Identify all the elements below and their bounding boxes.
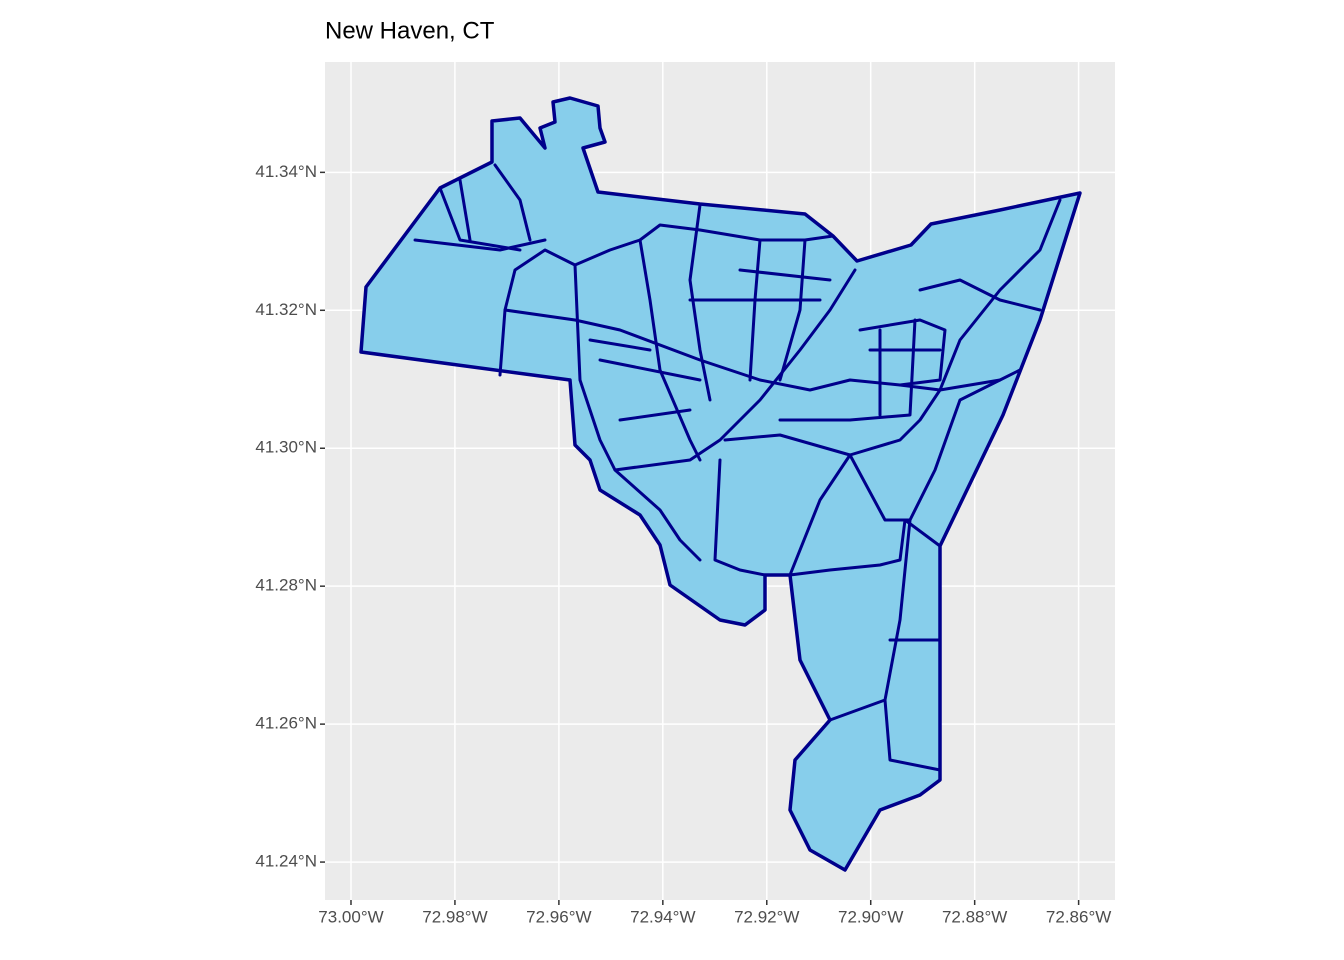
- x-tick-label: 73.00°W: [318, 907, 383, 926]
- tract-boundary: [848, 378, 1002, 522]
- x-tick-label: 72.86°W: [1046, 907, 1111, 926]
- tract-boundary: [723, 198, 1062, 457]
- axes: 73.00°W 72.98°W 72.96°W 72.94°W 72.92°W 72.90…: [255, 162, 1111, 927]
- city-outline: [359, 96, 1082, 872]
- y-tick-label: 41.34°N: [255, 162, 317, 181]
- tract-boundary: [613, 468, 702, 562]
- chart-title: New Haven, CT: [325, 17, 495, 44]
- x-tick-label: 72.92°W: [734, 907, 799, 926]
- y-tick-label: 41.24°N: [255, 852, 317, 871]
- tract-boundary: [828, 518, 942, 772]
- tract-boundary: [848, 278, 1042, 422]
- y-tick-label: 41.26°N: [255, 714, 317, 733]
- tract-boundary: [638, 203, 807, 462]
- x-tick-label: 72.88°W: [942, 907, 1007, 926]
- tract-boundary: [588, 268, 852, 422]
- map: [359, 96, 1082, 872]
- tract-boundary: [503, 308, 1022, 392]
- y-tick-label: 41.28°N: [255, 576, 317, 595]
- x-tick-label: 72.98°W: [422, 907, 487, 926]
- tract-boundary: [498, 223, 835, 377]
- tract-boundary: [788, 453, 942, 577]
- x-tick-label: 72.96°W: [526, 907, 591, 926]
- tract-boundary: [573, 263, 857, 472]
- x-tick-label: 72.90°W: [838, 907, 903, 926]
- tract-boundary: [413, 163, 547, 252]
- tract-boundary: [713, 458, 767, 577]
- x-tick-label: 72.94°W: [630, 907, 695, 926]
- y-tick-label: 41.32°N: [255, 300, 317, 319]
- y-tick-label: 41.30°N: [255, 438, 317, 457]
